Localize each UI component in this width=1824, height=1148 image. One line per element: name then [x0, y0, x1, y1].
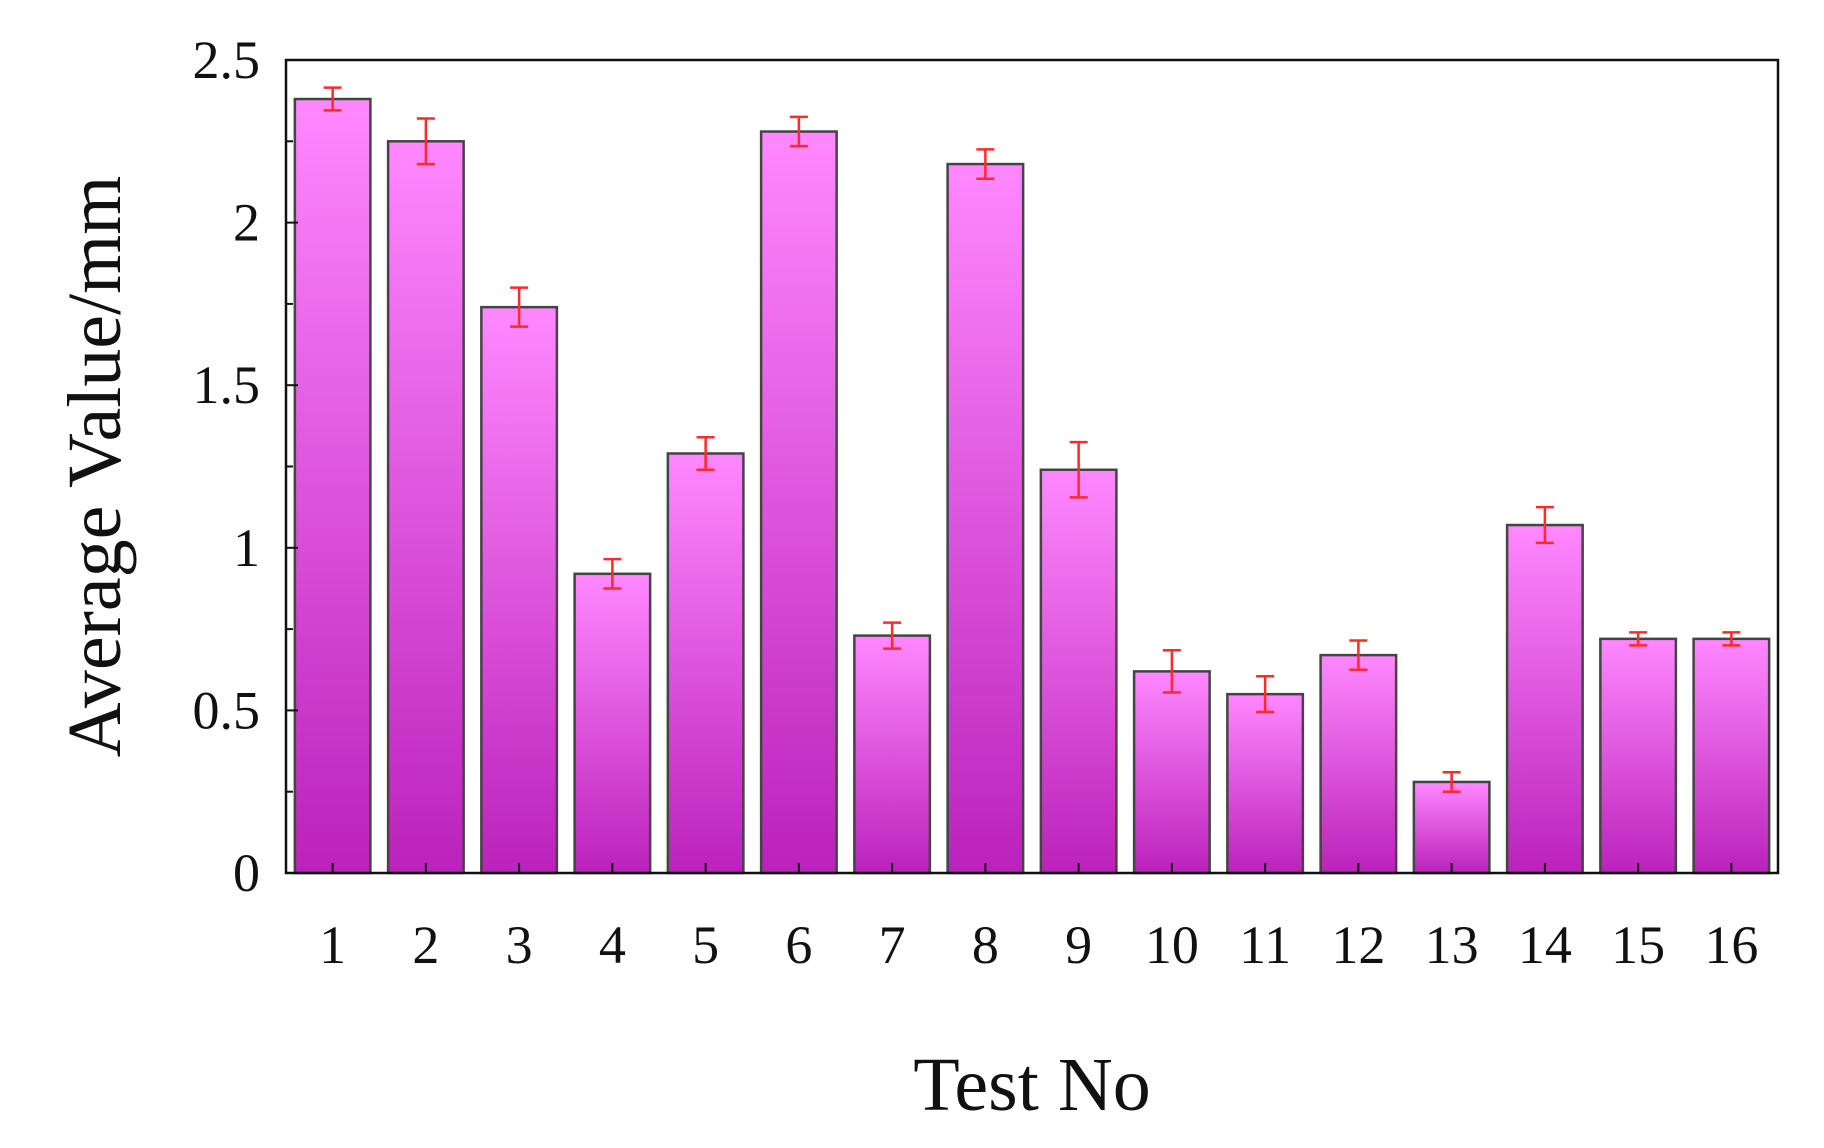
error-bar: [696, 435, 715, 472]
bar: [1319, 653, 1398, 875]
bar: [1505, 523, 1584, 875]
x-axis-title: Test No: [913, 1043, 1150, 1127]
bar: [946, 162, 1025, 875]
y-tick-label: 2.5: [193, 30, 261, 90]
x-tick-label: 2: [412, 915, 439, 975]
x-tick-label: 1: [319, 915, 346, 975]
error-bar: [1069, 440, 1088, 499]
bar: [1692, 637, 1771, 875]
x-axis-ticks: 1 2 3 4 5 6 7 8 9 10 11 12 13 14 15 16: [319, 863, 1758, 975]
y-tick-label: 1.5: [193, 355, 261, 415]
x-tick-label: 5: [692, 915, 719, 975]
error-bar: [976, 148, 995, 180]
x-tick-label: 10: [1145, 915, 1199, 975]
bars-layer: [293, 97, 1771, 875]
error-bar: [1442, 770, 1461, 793]
y-tick-label: 1: [233, 518, 260, 578]
x-tick-label: 13: [1425, 915, 1479, 975]
bar: [759, 130, 838, 875]
y-tick-label: 0: [233, 843, 260, 903]
error-bar: [789, 115, 808, 148]
x-tick-label: 11: [1239, 915, 1291, 975]
x-tick-label: 8: [972, 915, 999, 975]
bar: [1412, 780, 1491, 875]
error-bar: [1722, 631, 1741, 647]
bar: [1132, 670, 1211, 875]
bar: [666, 452, 745, 875]
bar: [1599, 637, 1678, 875]
error-bar: [510, 286, 529, 328]
error-bar: [323, 86, 342, 112]
y-axis-title: Average Value/mm: [53, 176, 137, 758]
error-bar: [883, 621, 902, 650]
bar: [1039, 468, 1118, 875]
x-tick-label: 4: [599, 915, 626, 975]
error-bar: [416, 117, 435, 166]
bar: [293, 97, 372, 875]
error-bar: [1162, 648, 1181, 694]
error-bar: [1629, 631, 1648, 647]
y-tick-label: 0.5: [193, 680, 261, 740]
y-axis-ticks: 0 0.5 1 1.5 2 2.5: [193, 30, 298, 903]
error-bar: [1535, 505, 1554, 545]
bar: [1226, 692, 1305, 875]
bar: [480, 305, 559, 875]
error-bar: [1349, 639, 1368, 671]
bar: [573, 572, 652, 875]
bar: [853, 634, 932, 875]
x-tick-label: 9: [1065, 915, 1092, 975]
error-bars-layer: [323, 86, 1741, 793]
error-bar: [603, 557, 622, 590]
bar: [386, 140, 465, 875]
y-tick-label: 2: [233, 193, 260, 253]
x-tick-label: 7: [879, 915, 906, 975]
x-tick-label: 16: [1704, 915, 1758, 975]
x-tick-label: 14: [1518, 915, 1572, 975]
x-tick-label: 15: [1611, 915, 1665, 975]
x-tick-label: 6: [785, 915, 812, 975]
error-bar: [1256, 675, 1275, 714]
x-tick-label: 3: [506, 915, 533, 975]
x-tick-label: 12: [1331, 915, 1385, 975]
